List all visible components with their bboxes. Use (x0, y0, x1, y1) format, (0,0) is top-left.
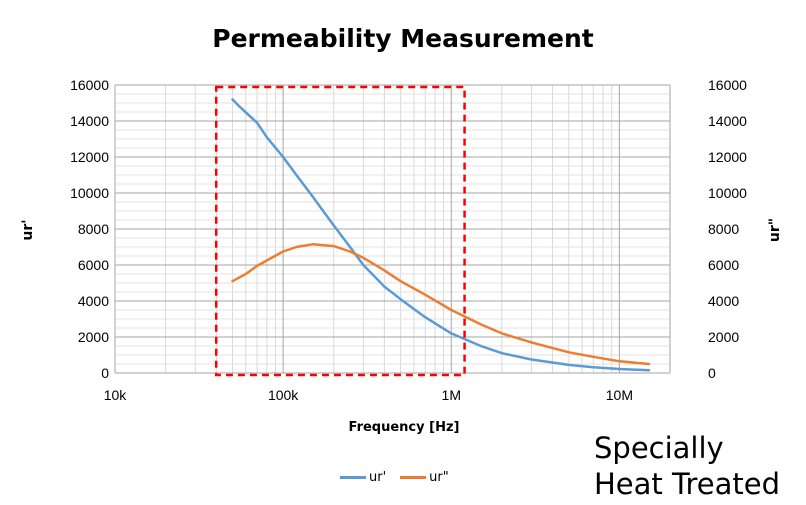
x-axis-label: Frequency [Hz] (348, 420, 460, 435)
y-tick-label-left: 0 (101, 365, 109, 381)
y-tick-label-right: 12000 (708, 149, 747, 165)
x-tick-label: 100k (268, 387, 299, 403)
y-tick-label-right: 14000 (708, 113, 747, 129)
y-tick-label-left: 2000 (78, 329, 109, 345)
y-tick-label-left: 8000 (78, 221, 109, 237)
legend-label-ur-prime: ur' (369, 470, 387, 485)
series-line-ur-prime (231, 98, 651, 372)
x-tick-label: 10M (606, 387, 633, 403)
y-tick-label-left: 14000 (70, 113, 109, 129)
y-tick-label-left: 12000 (70, 149, 109, 165)
y-tick-label-right: 10000 (708, 185, 747, 201)
y-tick-label-right: 4000 (708, 293, 739, 309)
annotation-line-2: Heat Treated (594, 467, 780, 501)
x-tick-label: 1M (442, 387, 461, 403)
y-tick-label-left: 4000 (78, 293, 109, 309)
chart-title: Permeability Measurement (212, 24, 594, 53)
y-tick-label-left: 16000 (70, 77, 109, 93)
y-tick-label-right: 2000 (708, 329, 739, 345)
y-tick-label-left: 6000 (78, 257, 109, 273)
x-tick-label: 10k (104, 387, 128, 403)
y-axis-label-left: ur' (20, 219, 36, 241)
y-tick-label-right: 16000 (708, 77, 747, 93)
legend: ur' ur" (340, 470, 463, 485)
annotation-text: Specially Heat Treated (594, 430, 780, 502)
y-tick-label-right: 6000 (708, 257, 739, 273)
legend-item-ur-prime: ur' (340, 470, 386, 485)
y-tick-label-right: 8000 (708, 221, 739, 237)
y-tick-label-right: 0 (708, 365, 716, 381)
legend-label-ur-double-prime: ur" (429, 470, 449, 485)
y-axis-label-right: ur" (767, 217, 783, 243)
series-line-ur-double-prime (231, 243, 651, 366)
annotation-line-1: Specially (594, 431, 724, 465)
legend-item-ur-double-prime: ur" (400, 470, 449, 485)
highlight-region-box (214, 85, 466, 377)
legend-swatch-ur-double-prime (400, 476, 427, 479)
y-tick-label-left: 10000 (70, 185, 109, 201)
legend-swatch-ur-prime (340, 476, 366, 479)
